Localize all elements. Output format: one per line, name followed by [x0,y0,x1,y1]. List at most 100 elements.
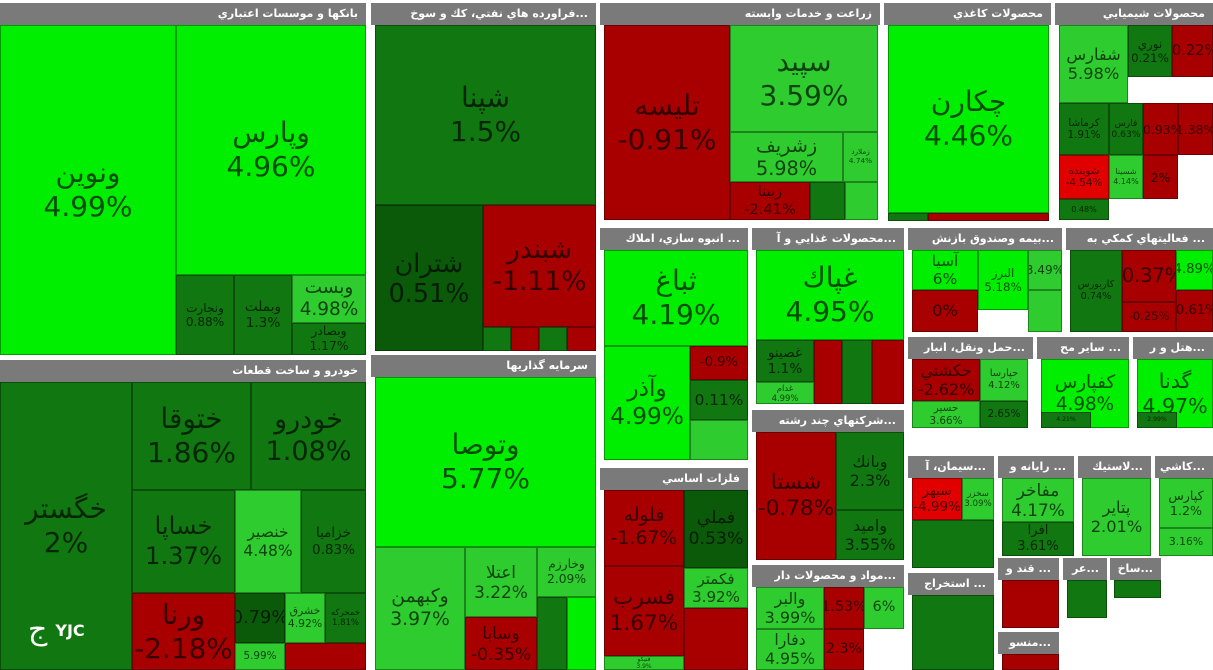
treemap-tile[interactable]: فكمتر 3.92% [684,568,748,608]
treemap-tile[interactable]: شفارس 5.98% [1059,25,1128,103]
treemap-tile[interactable]: -0.9% [690,346,748,380]
treemap-tile[interactable]: -0.93% [1143,103,1178,155]
treemap-tile[interactable]: 2.3% [824,629,864,670]
tile-change: 1.67% [609,611,679,636]
treemap-minor-tile [511,327,539,351]
treemap-tile[interactable]: خساپا 1.37% [132,490,235,593]
treemap-tile[interactable]: واميد 3.55% [836,510,904,560]
treemap-tile[interactable]: 1.38% [1178,103,1213,155]
treemap-tile[interactable]: ونوين 4.99% [0,25,176,355]
treemap-tile[interactable]: وخارزم 2.09% [537,547,596,597]
treemap-tile[interactable]: سپيد 3.59% [730,25,878,132]
treemap-tile[interactable]: 3.49% [1028,250,1062,290]
treemap-tile[interactable]: -0.37% [1122,250,1176,302]
treemap-tile[interactable]: افرا 3.61% [1002,522,1074,556]
treemap-tile[interactable]: 2.65% [980,401,1028,428]
treemap-tile[interactable]: شستا -0.78% [756,432,836,560]
treemap-tile[interactable]: خنصير 4.48% [235,490,301,593]
treemap-tile[interactable]: شتران 0.51% [375,205,483,351]
treemap-tile[interactable]: فلوله -1.67% [604,490,684,566]
treemap-tile[interactable]: ختوقا 1.86% [132,382,251,490]
treemap-tile[interactable]: زملارد 4.74% [843,132,878,182]
tile-symbol: البرز [991,265,1015,280]
treemap-tile[interactable]: 5.99% [235,643,285,670]
treemap-tile[interactable]: وبصادر 1.17% [292,323,366,355]
treemap-tile[interactable]: غپاك 4.95% [756,250,904,340]
treemap-tile[interactable]: پتاير 2.01% [1082,478,1151,556]
treemap-tile[interactable]: وكبهمن 3.97% [375,547,465,670]
treemap-tile[interactable]: 0.48% [1059,199,1109,220]
treemap-tile[interactable]: سبهر -4.99% [912,478,962,520]
treemap-tile[interactable]: وبملت 1.3% [234,275,292,355]
treemap-tile[interactable]: خزاميا 0.83% [301,490,366,593]
treemap-tile[interactable]: 2% [1143,155,1178,199]
treemap-tile[interactable]: كپارس 1.2% [1159,478,1213,528]
tile-change: 2% [43,526,89,559]
sector-title: ...هتل و ر [1133,337,1213,359]
treemap-tile[interactable]: 4.21% [1041,412,1091,428]
treemap-tile[interactable]: حپارسا 4.12% [980,359,1028,401]
treemap-tile[interactable]: 0% [912,290,978,332]
tile-change: -0.35% [471,643,531,664]
treemap-tile[interactable]: والبر 3.99% [756,587,824,629]
tile-symbol: فارس [1114,117,1138,129]
treemap-tile[interactable]: زشريف 5.98% [730,132,843,182]
treemap-tile[interactable]: فارس 0.63% [1109,103,1143,155]
treemap-tile[interactable]: شبندر -1.11% [483,205,596,327]
treemap-tile[interactable]: البرز 5.18% [978,250,1028,310]
treemap-tile[interactable]: تليسه -0.91% [604,25,730,220]
treemap-tile[interactable]: وپارس 4.96% [176,25,366,275]
sector-title: ...كاشي [1155,456,1213,478]
treemap-tile[interactable]: فنيكو 3.9% [604,656,684,670]
treemap-tile[interactable]: شوينده -4.54% [1059,155,1109,199]
tile-change: 1.5% [449,115,522,148]
tile-symbol: ونجارت [186,300,224,315]
treemap-tile[interactable]: اعتلا 3.22% [465,547,537,617]
treemap-tile[interactable]: فملي 0.53% [684,490,748,568]
treemap-tile[interactable]: -0.22% [1172,25,1213,77]
treemap-tile[interactable]: غصينو 1.1% [756,340,814,382]
treemap-tile[interactable]: 1.53% [824,587,864,629]
sector-title: ...حمل ونقل، انبار [908,337,1033,359]
treemap-tile[interactable]: دفارا 4.95% [756,629,824,670]
tile-change: 0.21% [1131,51,1169,65]
treemap-tile[interactable]: وبانك 2.3% [836,432,904,510]
treemap-tile[interactable]: سخزر 3.09% [962,478,994,520]
treemap-tile[interactable]: خشرق 4.92% [285,593,325,643]
treemap-tile[interactable]: 2.99% [1137,412,1177,428]
sector-title: فلزات اساسي [600,468,748,490]
treemap-tile[interactable]: وسابا -0.35% [465,617,537,670]
treemap-tile[interactable]: ورنا -2.18% [132,593,235,670]
treemap-tile[interactable]: -0.25% [1122,302,1176,332]
treemap-tile[interactable]: شسينا 4.14% [1109,155,1143,199]
treemap-tile[interactable]: مفاخر 4.17% [1002,478,1074,522]
tile-change: 5.98% [755,157,818,180]
treemap-tile[interactable]: خگستر 2% [0,382,132,670]
treemap-tile[interactable]: 3.16% [1159,528,1213,556]
treemap-tile[interactable]: وتوصا 5.77% [375,377,596,547]
treemap-tile[interactable]: چكارن 4.46% [888,25,1049,213]
treemap-tile[interactable]: نوري 0.21% [1128,25,1172,77]
treemap-tile[interactable]: شپنا 1.5% [375,25,596,205]
treemap-tile[interactable]: ثباغ 4.19% [604,250,748,346]
treemap-tile[interactable]: آسيا 6% [912,250,978,290]
treemap-tile[interactable]: حسير 3.66% [912,401,980,428]
treemap-tile[interactable]: حكشتي -2.62% [912,359,980,401]
treemap-tile[interactable]: كرماشا 1.91% [1059,103,1109,155]
treemap-tile[interactable]: غدام 4.99% [756,382,814,404]
treemap-tile[interactable]: 0.11% [690,380,748,420]
treemap-tile[interactable]: ونجارت 0.88% [176,275,234,355]
treemap-tile[interactable]: 0.79% [235,593,285,643]
sector-title: بانکها و موسسات اعتباري [0,3,366,25]
treemap-tile[interactable]: 6% [864,587,904,629]
treemap-tile[interactable]: خودرو 1.08% [251,382,366,490]
treemap-tile[interactable]: كاربورس 0.74% [1070,250,1122,332]
treemap-tile[interactable]: -0.61% [1176,290,1213,332]
treemap-tile[interactable]: وبست 4.98% [292,275,366,323]
treemap-tile[interactable]: وآذر 4.99% [604,346,690,460]
treemap-tile[interactable]: خمحركه 1.81% [325,593,366,643]
treemap-tile[interactable]: 4.89% [1176,250,1213,290]
sector-title: ... سایر مح [1037,337,1129,359]
treemap-tile[interactable]: زبينا -2.41% [730,182,810,220]
treemap-tile[interactable]: فسرب 1.67% [604,566,684,656]
